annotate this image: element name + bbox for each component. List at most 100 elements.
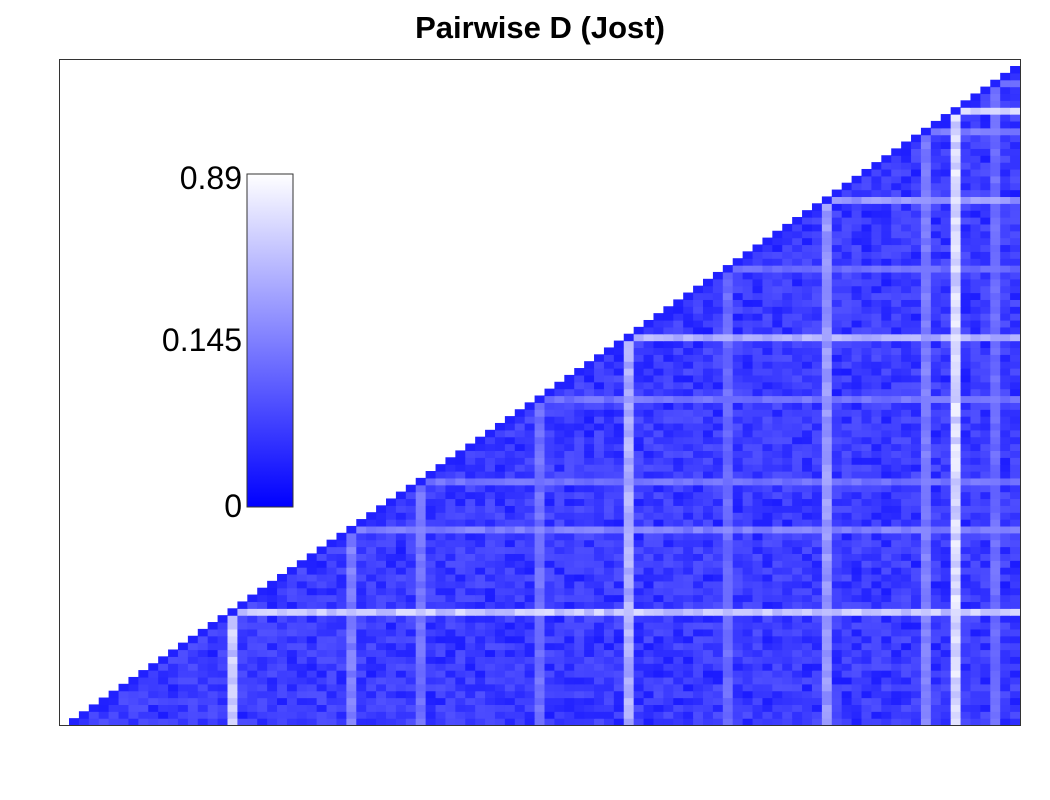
- heatmap-cell: [504, 553, 516, 561]
- heatmap-cell: [861, 381, 873, 390]
- heatmap-cell: [871, 244, 882, 252]
- heatmap-cell: [574, 649, 585, 657]
- heatmap-cell: [930, 670, 942, 678]
- heatmap-cell: [475, 628, 486, 637]
- heatmap-cell: [623, 416, 635, 424]
- heatmap-cell: [911, 608, 922, 616]
- heatmap-cell: [950, 141, 962, 149]
- heatmap-cell: [772, 319, 783, 328]
- heatmap-cell: [990, 361, 1001, 369]
- heatmap-cell: [366, 690, 377, 699]
- heatmap-cell: [207, 697, 219, 705]
- heatmap-cell: [148, 690, 159, 699]
- heatmap-cell: [257, 704, 268, 712]
- heatmap-cell: [584, 697, 595, 705]
- heatmap-cell: [851, 299, 863, 307]
- heatmap-cell: [584, 402, 595, 410]
- heatmap-cell: [514, 436, 526, 445]
- heatmap-cell: [940, 436, 952, 445]
- heatmap-cell: [712, 319, 724, 328]
- heatmap-cell: [901, 258, 912, 266]
- heatmap-cell: [950, 519, 962, 527]
- heatmap-cell: [415, 594, 427, 603]
- heatmap-cell: [445, 457, 456, 465]
- heatmap-cell: [831, 402, 843, 410]
- heatmap-cell: [891, 663, 902, 671]
- heatmap-cell: [950, 217, 962, 225]
- heatmap-cell: [574, 429, 585, 438]
- heatmap-cell: [851, 615, 863, 623]
- heatmap-cell: [693, 491, 704, 500]
- heatmap-cell: [831, 656, 843, 664]
- heatmap-cell: [693, 484, 704, 493]
- heatmap-cell: [811, 381, 823, 390]
- heatmap-cell: [544, 436, 556, 445]
- heatmap-cell: [366, 704, 377, 712]
- heatmap-cell: [673, 642, 684, 651]
- heatmap-cell: [930, 539, 942, 548]
- heatmap-cell: [673, 594, 684, 603]
- heatmap-cell: [504, 690, 516, 699]
- heatmap-cell: [782, 265, 793, 273]
- heatmap-cell: [257, 663, 268, 671]
- heatmap-cell: [504, 683, 516, 692]
- heatmap-cell: [148, 676, 159, 685]
- heatmap-cell: [603, 484, 615, 493]
- heatmap-cell: [257, 670, 268, 678]
- heatmap-cell: [980, 203, 991, 211]
- heatmap-cell: [663, 628, 674, 637]
- heatmap-cell: [960, 532, 972, 541]
- heatmap-cell: [554, 539, 565, 548]
- heatmap-cell: [742, 258, 754, 266]
- heatmap-cell: [960, 162, 972, 170]
- heatmap-cell: [930, 594, 942, 603]
- heatmap-cell: [1000, 210, 1011, 218]
- heatmap-cell: [613, 608, 625, 616]
- heatmap-cell: [712, 471, 724, 479]
- heatmap-cell: [881, 292, 892, 300]
- heatmap-cell: [792, 258, 803, 266]
- heatmap-cell: [554, 711, 565, 719]
- heatmap-cell: [663, 635, 674, 644]
- heatmap-cell: [643, 409, 655, 417]
- heatmap-cell: [663, 319, 674, 328]
- heatmap-cell: [831, 368, 843, 376]
- heatmap-cell: [891, 354, 902, 362]
- heatmap-cell: [455, 615, 466, 623]
- heatmap-cell: [594, 381, 605, 390]
- heatmap-cell: [831, 278, 843, 287]
- heatmap-cell: [841, 635, 853, 644]
- heatmap-cell: [930, 567, 942, 575]
- heatmap-cell: [881, 608, 892, 616]
- heatmap-cell: [395, 491, 407, 500]
- heatmap-cell: [633, 573, 645, 582]
- heatmap-cell: [425, 683, 437, 692]
- heatmap-cell: [990, 210, 1001, 218]
- heatmap-cell: [960, 402, 972, 410]
- heatmap-cell: [584, 573, 595, 582]
- heatmap-cell: [336, 594, 347, 603]
- heatmap-cell: [960, 697, 972, 705]
- heatmap-cell: [802, 361, 813, 369]
- heatmap-cell: [1010, 237, 1021, 246]
- heatmap-cell: [831, 203, 843, 211]
- heatmap-cell: [356, 539, 367, 548]
- heatmap-cell: [712, 436, 724, 445]
- heatmap-cell: [544, 484, 556, 493]
- heatmap-cell: [911, 388, 922, 397]
- heatmap-cell: [970, 402, 981, 410]
- heatmap-cell: [514, 656, 526, 664]
- heatmap-cell: [950, 573, 962, 582]
- heatmap-cell: [504, 642, 516, 651]
- heatmap-cell: [811, 244, 823, 252]
- heatmap-cell: [970, 594, 981, 603]
- heatmap-cell: [177, 711, 189, 719]
- heatmap-cell: [762, 333, 773, 342]
- heatmap-cell: [415, 512, 427, 520]
- heatmap-cell: [821, 429, 833, 438]
- heatmap-cell: [732, 512, 744, 520]
- heatmap-cell: [802, 525, 813, 534]
- heatmap-cell: [683, 532, 694, 541]
- heatmap-cell: [841, 676, 853, 685]
- heatmap-cell: [802, 244, 813, 252]
